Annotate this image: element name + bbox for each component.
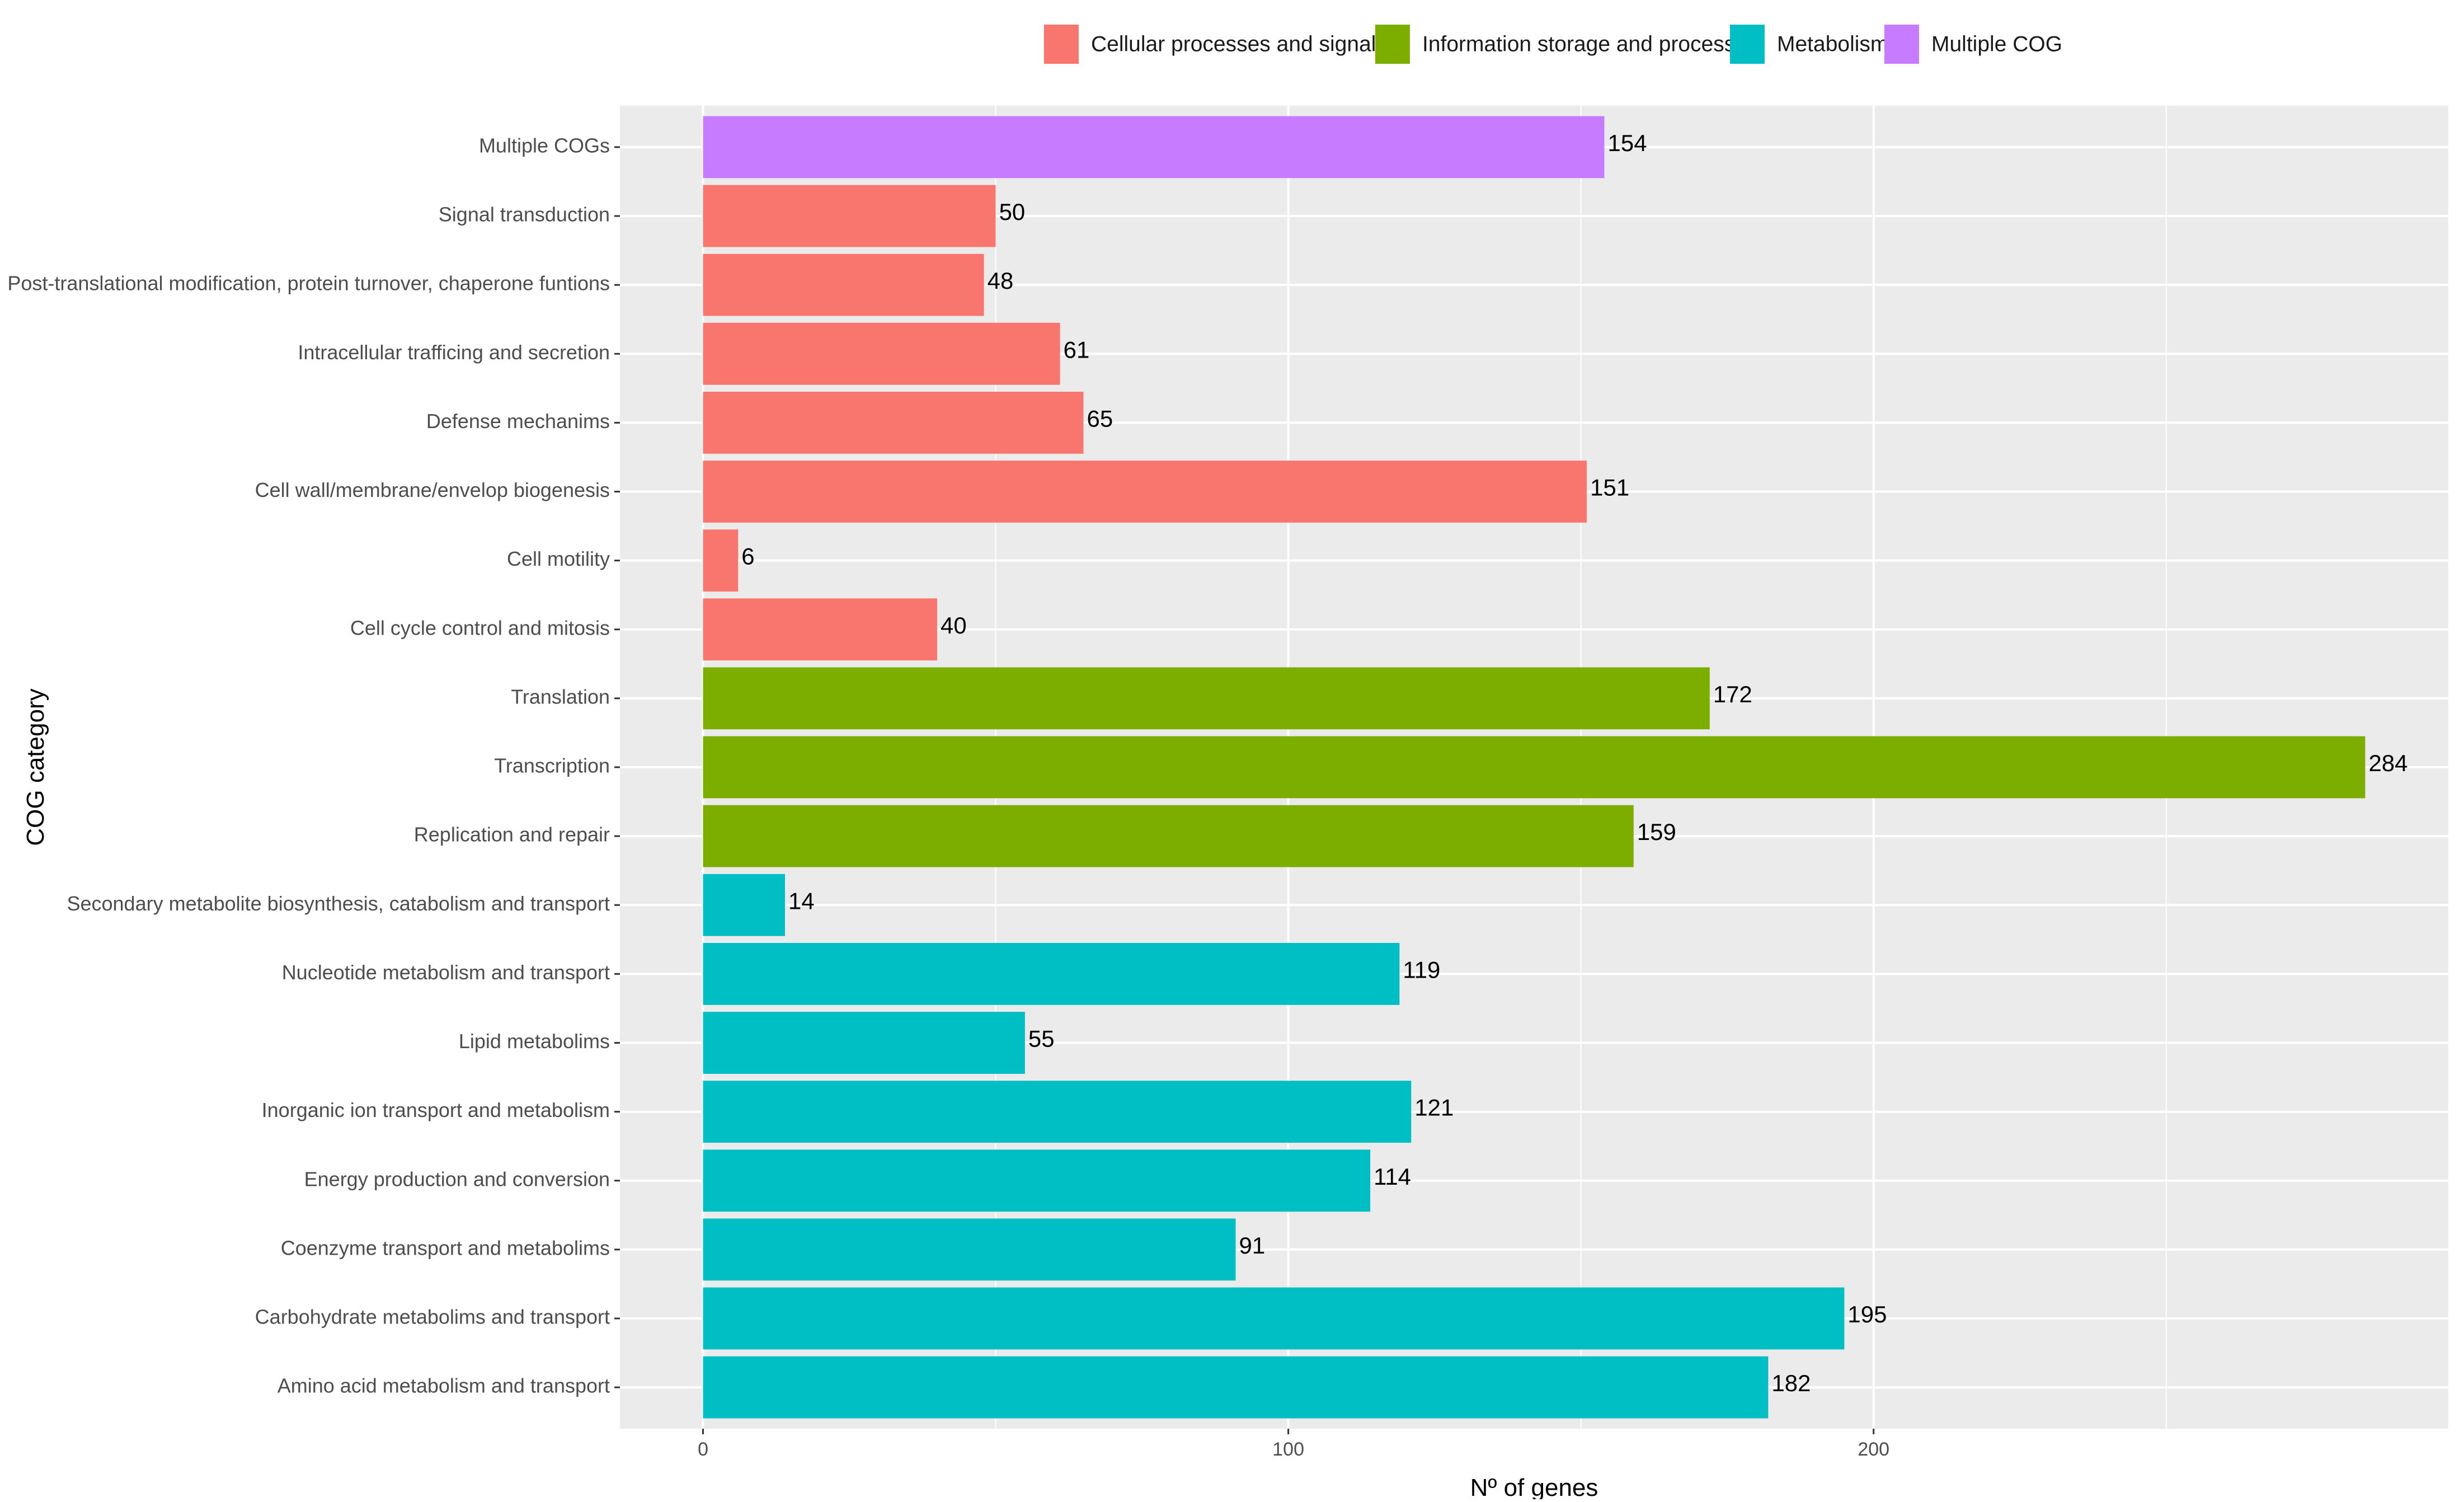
data-labels: 154 50 48 61 65 151 6 40 172 284 159 14 119 55 121 114 9… [741,130,2407,1396]
bar-secondary-metabolite-biosynthesis-catabolism-and-transport [703,874,785,936]
y-tick-label-translation: Translation [511,685,610,708]
x-tick-label-200: 200 [1858,1439,1889,1460]
bar-lipid-metabolims [703,1012,1025,1074]
y-tick-label-cell-cycle-control-and-mitosis: Cell cycle control and mitosis [350,616,610,639]
data-label-intracellular-trafficing-and-secretion: 61 [1064,336,1090,363]
y-tick-label-intracellular-trafficing-and-secretion: Intracellular trafficing and secretion [298,341,610,364]
data-label-coenzyme-transport-and-metabolims: 91 [1239,1232,1265,1259]
y-tick-label-defense-mechanims: Defense mechanims [426,410,610,433]
bar-amino-acid-metabolism-and-transport [703,1356,1769,1419]
bar-replication-and-repair [703,805,1634,867]
legend-label-metabolism: Metabolism [1777,32,1888,56]
bars [703,116,2366,1419]
y-tick-label-multiple-cogs: Multiple COGs [479,134,610,157]
data-label-cell-motility: 6 [741,543,754,570]
data-label-translation: 172 [1713,681,1752,707]
y-tick-label-amino-acid-metabolism-and-transport: Amino acid metabolism and transport [278,1374,610,1397]
bar-coenzyme-transport-and-metabolims [703,1218,1236,1281]
y-tick-label-energy-production-and-conversion: Energy production and conversion [304,1167,610,1190]
data-label-replication-and-repair: 159 [1637,819,1676,845]
y-tick-label-secondary-metabolite-biosynthesis-catabolism-and-transport: Secondary metabolite biosynthesis, catab… [67,892,610,915]
data-label-defense-mechanims: 65 [1087,405,1113,431]
y-axis-title: COG category [22,688,49,846]
data-label-signal-transduction: 50 [999,199,1026,225]
legend-key-information-storage-and-processing [1375,25,1410,64]
legend-key-cellular-processes-and-signaling [1044,25,1079,64]
data-label-carbohydrate-metabolims-and-transport: 195 [1847,1301,1887,1327]
bar-carbohydrate-metabolims-and-transport [703,1287,1845,1350]
data-label-inorganic-ion-transport-and-metabolism: 121 [1414,1095,1454,1121]
bar-multiple-cogs [703,116,1605,179]
bar-defense-mechanims [703,391,1084,454]
x-tick-label-100: 100 [1272,1439,1304,1460]
data-label-cell-cycle-control-and-mitosis: 40 [941,612,967,639]
y-tick-label-cell-motility: Cell motility [507,547,610,570]
data-label-energy-production-and-conversion: 114 [1374,1163,1411,1190]
x-tick-label-0: 0 [698,1439,708,1460]
bar-cell-wall-membrane-envelop-biogenesis [703,461,1587,523]
legend-key-multiple-cog [1884,25,1919,64]
y-tick-label-lipid-metabolims: Lipid metabolims [459,1030,610,1053]
y-tick-label-signal-transduction: Signal transduction [439,203,610,226]
bar-nucleotide-metabolism-and-transport [703,942,1400,1005]
data-label-lipid-metabolims: 55 [1028,1026,1055,1052]
data-label-amino-acid-metabolism-and-transport: 182 [1771,1370,1811,1396]
legend-label-cellular-processes-and-signaling: Cellular processes and signaling [1091,32,1405,56]
bar-energy-production-and-conversion [703,1149,1371,1212]
y-tick-label-replication-and-repair: Replication and repair [414,823,610,846]
y-tick-label-post-translational-modification-protein-turnover-chaperone-funtions: Post-translational modification, protein… [7,272,610,295]
legend-label-information-storage-and-processing: Information storage and processing [1422,32,1764,56]
y-tick-label-coenzyme-transport-and-metabolims: Coenzyme transport and metabolims [281,1236,610,1259]
bar-translation [703,667,1710,730]
data-label-multiple-cogs: 154 [1608,130,1647,156]
bar-intracellular-trafficing-and-secretion [703,322,1060,385]
y-tick-label-carbohydrate-metabolims-and-transport: Carbohydrate metabolims and transport [255,1306,610,1329]
legend-label-multiple-cog: Multiple COG [1931,32,2062,56]
data-label-post-translational-modification-protein-turnover-chaperone-funtions: 48 [988,267,1014,294]
y-tick-label-transcription: Transcription [494,754,610,777]
legend: Cellular processes and signaling Informat… [1044,25,2062,64]
bar-transcription [703,736,2366,799]
x-axis-title: Nº of genes [1470,1474,1598,1499]
y-tick-label-cell-wall-membrane-envelop-biogenesis: Cell wall/membrane/envelop biogenesis [255,478,610,501]
data-label-secondary-metabolite-biosynthesis-catabolism-and-transport: 14 [788,888,815,914]
bar-cell-cycle-control-and-mitosis [703,598,937,661]
data-label-cell-wall-membrane-envelop-biogenesis: 151 [1590,475,1629,501]
data-label-transcription: 284 [2368,750,2407,776]
y-axis: Multiple COGs Signal transduction Post-tra… [7,134,620,1397]
bar-signal-transduction [703,185,996,247]
bar-inorganic-ion-transport-and-metabolism [703,1081,1412,1143]
y-tick-label-inorganic-ion-transport-and-metabolism: Inorganic ion transport and metabolism [262,1099,610,1121]
data-label-nucleotide-metabolism-and-transport: 119 [1403,956,1440,983]
bar-cell-motility [703,529,739,592]
x-axis: 0 100 200 [698,1429,1889,1460]
legend-key-metabolism [1730,25,1765,64]
bar-post-translational-modification-protein-turnover-chaperone-funtions [703,254,984,316]
y-tick-label-nucleotide-metabolism-and-transport: Nucleotide metabolism and transport [282,961,610,984]
